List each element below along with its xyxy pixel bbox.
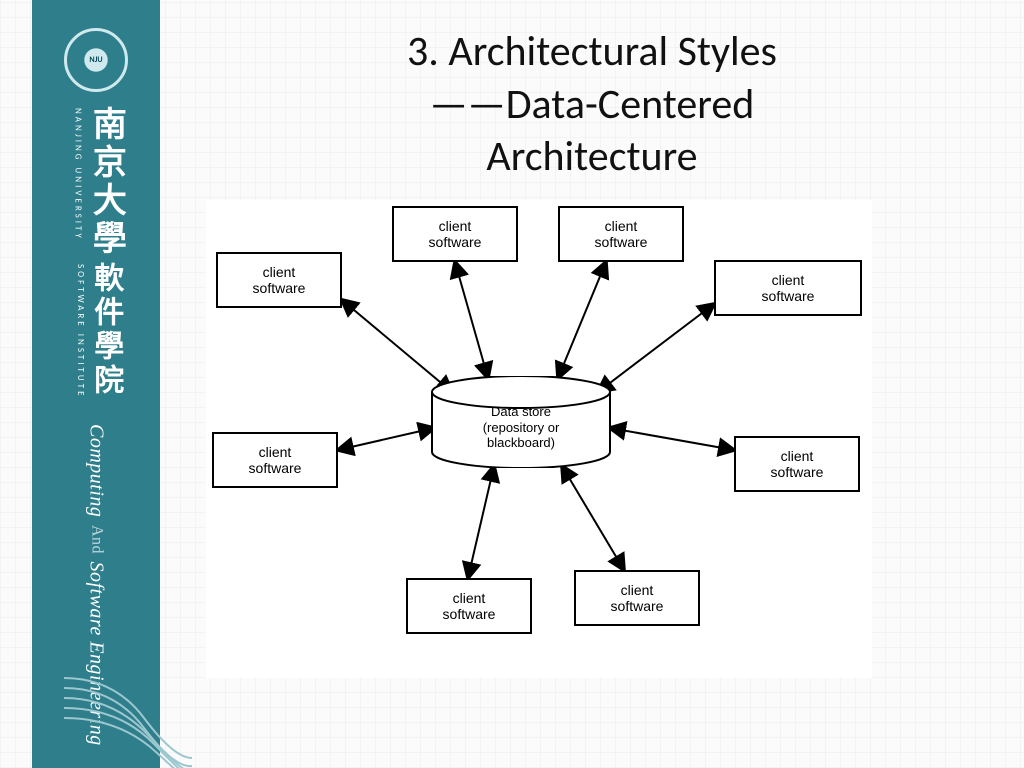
slide-title: 3. Architectural Styles ——Data-Centered …	[160, 0, 1024, 184]
client-node: client software	[406, 578, 532, 634]
diagram-edge	[455, 262, 488, 378]
client-node: client software	[212, 432, 338, 488]
sidebar-en-line2: Software Engineering	[86, 562, 108, 746]
sidebar: NJU NANJING UNIVERSITY 南京大學 SOFTWARE INS…	[32, 0, 160, 768]
sidebar-sub-dept: SOFTWARE INSTITUTE	[75, 264, 86, 398]
diagram-edge	[598, 304, 714, 392]
client-node: client software	[574, 570, 700, 626]
sidebar-sub-univ: NANJING UNIVERSITY	[73, 108, 84, 258]
seal-text: NJU	[89, 55, 102, 65]
client-node: client software	[216, 252, 342, 308]
client-node: client software	[392, 206, 518, 262]
client-node: client software	[558, 206, 684, 262]
diagram-edge	[610, 428, 734, 450]
datastore-label: Data store (repository or blackboard)	[431, 404, 611, 451]
diagram-edge	[558, 262, 606, 378]
diagram-edge	[338, 428, 434, 450]
title-line-2: ——Data-Centered	[160, 79, 1024, 132]
diagram-edge	[562, 466, 624, 570]
client-node: client software	[714, 260, 862, 316]
diagram-edge	[468, 466, 494, 578]
sidebar-cn-dept: 軟件學院	[90, 262, 122, 398]
sidebar-en-and: And	[89, 525, 106, 554]
university-seal-icon: NJU	[64, 28, 128, 92]
architecture-diagram: Data store (repository or blackboard) cli…	[206, 200, 872, 678]
sidebar-en-line1: Computing	[86, 424, 108, 517]
title-line-3: Architecture	[160, 131, 1024, 184]
main-content: 3. Architectural Styles ——Data-Centered …	[160, 0, 1024, 768]
datastore-node: Data store (repository or blackboard)	[431, 376, 611, 468]
title-line-1: 3. Architectural Styles	[160, 26, 1024, 79]
sidebar-en-block: Computing And Software Engineering	[85, 424, 108, 746]
sidebar-cn-univ: 南京大學	[88, 106, 124, 258]
client-node: client software	[734, 436, 860, 492]
